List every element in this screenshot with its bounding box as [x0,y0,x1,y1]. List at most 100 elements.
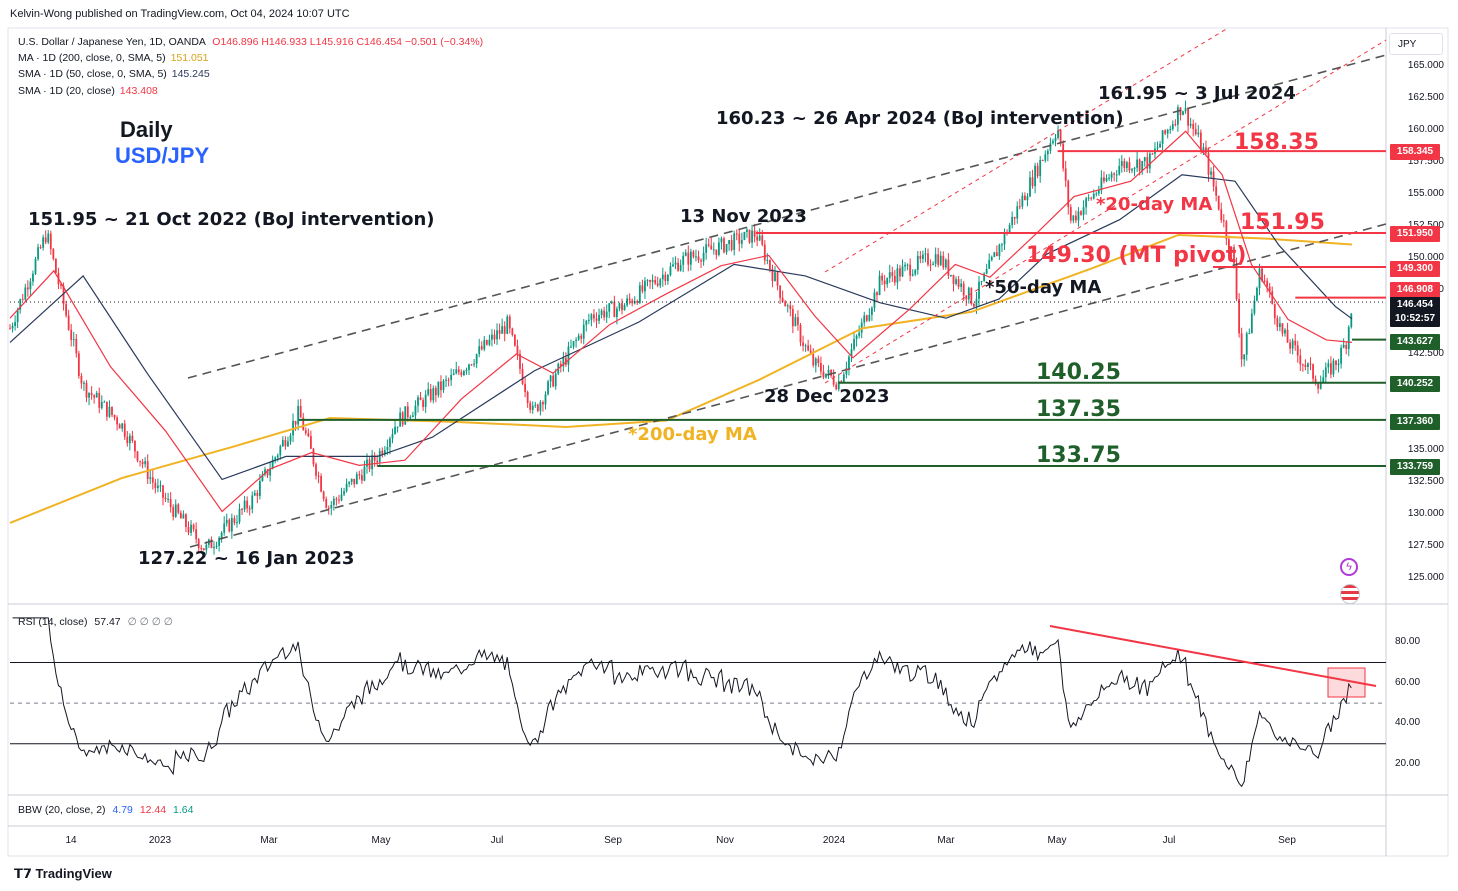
price-tick: 125.000 [1407,572,1444,583]
legend-ma200: MA · 1D (200, close, 0, SMA, 5) 151.051 [18,51,209,65]
candle-body [937,254,940,265]
price-tick: 160.000 [1407,124,1444,135]
candle-body [973,304,975,307]
chart-timeframe-title: Daily [120,117,173,142]
legend-sma50-label: SMA · 1D (50, close, 0, SMA, 5) [18,68,167,80]
candle-body [516,345,519,354]
candle-body [9,328,11,330]
candle-body [781,297,784,302]
candle-body [848,356,850,369]
candle-body [26,287,29,290]
candle-body [72,338,75,340]
candle-body [924,253,927,255]
candle-body [473,363,475,365]
candle-body [111,406,113,415]
rsi-highlight-box [1327,667,1366,698]
candle-body [1235,263,1238,300]
candle-body [1342,344,1345,348]
candle-body [1299,355,1302,365]
candle-body [656,283,659,286]
axis-currency-button[interactable]: JPY [1389,33,1443,55]
level-label-13735: 137.35 [1036,397,1121,422]
candle-body [1054,137,1057,142]
candle-body [1197,132,1200,135]
candle-body [1159,143,1161,148]
candle-body [649,280,651,283]
candle-body [1256,288,1258,301]
legend-sma50-value: 145.245 [171,68,210,80]
candle-body [1248,333,1251,335]
us-flag-icon[interactable] [1340,584,1360,604]
candle-body [695,256,697,258]
price-badge: 10:52:57 [1390,311,1440,327]
trendlines [10,27,1387,548]
candle-body [88,392,90,398]
candle-body [358,474,361,476]
candle-body [715,249,718,255]
candle-body [687,252,690,265]
candle-body [383,450,386,455]
candle-body [65,304,67,316]
candle-body [55,258,57,273]
candle-body [646,280,649,282]
candle-body [391,433,394,439]
candle-body [628,298,631,301]
annotation-ma200: *200-day MA [628,424,757,445]
candle-body [521,368,524,384]
candle-body [1077,211,1080,221]
candle-body [21,299,24,301]
candle-body [878,275,881,296]
candle-body [738,233,741,244]
candle-body [371,455,373,470]
candle-body [195,529,198,540]
candle-body [24,287,27,300]
candle-body [817,358,820,364]
candle-body [761,235,764,245]
tradingview-logo[interactable]: 𝗧𝟳 TradingView [14,866,112,882]
candle-body [16,309,19,323]
candle-body [1100,177,1103,191]
candle-body [182,514,185,519]
candle-body [567,346,570,365]
lightning-icon[interactable]: ϟ [1340,558,1358,576]
candle-body [840,381,843,383]
candle-body [139,460,141,462]
candle-body [1059,130,1062,144]
candle-body [1189,123,1192,126]
price-badge: 140.252 [1390,376,1440,392]
candle-body [422,400,424,408]
candle-body [253,492,256,496]
chart-frame [7,27,1449,857]
candle-body [429,389,432,401]
candle-body [718,242,720,255]
candle-body [965,295,968,300]
candle-body [432,388,435,401]
candle-body [1266,280,1269,287]
candle-body [1105,178,1108,182]
candle-body [1013,216,1016,219]
candle-body [886,278,889,285]
tradingview-logo-icon: 𝗧𝟳 [14,866,32,881]
candle-body [1182,111,1184,115]
candle-body [1199,132,1202,151]
candle-body [707,244,710,246]
candle-body [167,498,169,500]
time-tick: 2023 [148,835,172,846]
candle-body [394,426,396,434]
candle-body [478,346,481,355]
candle-body [562,357,565,367]
candle-body [669,266,672,276]
candle-body [776,272,779,286]
price-badge: 143.627 [1390,334,1440,350]
candle-body [661,274,664,280]
candle-body [919,256,922,259]
candle-body [682,255,685,265]
level-label-14930: 149.30 (MT pivot) [1026,243,1247,268]
candle-body [445,379,447,381]
candle-body [743,232,746,240]
candle-body [218,537,220,546]
candle-body [1230,247,1233,251]
candle-body [1268,286,1271,292]
candle-body [756,236,759,241]
